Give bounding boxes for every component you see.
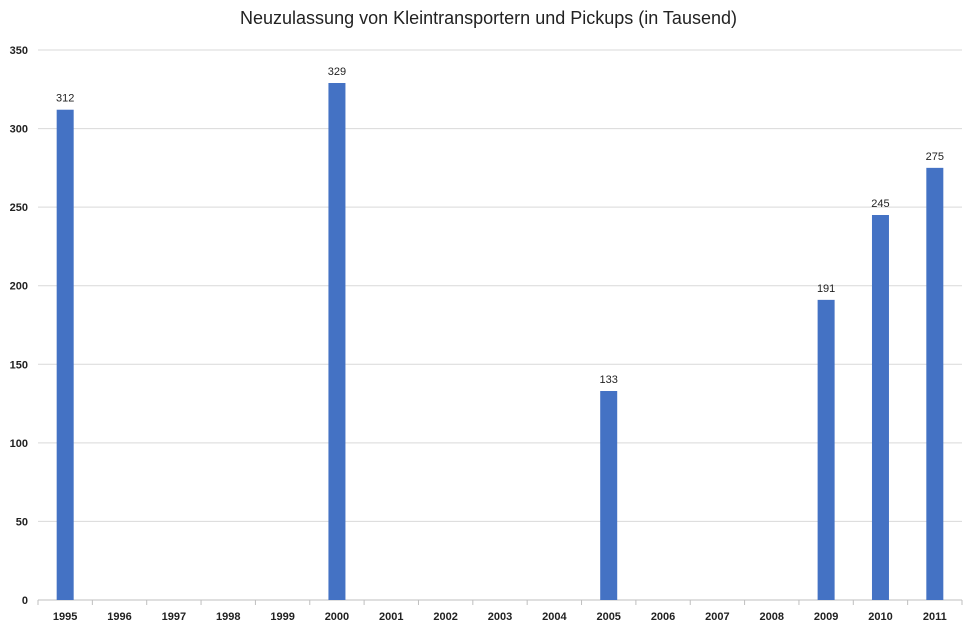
x-tick-label: 2001: [379, 611, 403, 623]
x-tick-label: 2003: [488, 611, 512, 623]
x-tick-label: 2009: [814, 611, 838, 623]
x-tick-label: 2008: [760, 611, 784, 623]
y-tick-label: 350: [10, 45, 28, 57]
x-tick-label: 2005: [596, 611, 620, 623]
x-tick-label: 2010: [868, 611, 892, 623]
x-tick-label: 2002: [433, 611, 457, 623]
data-label: 191: [817, 283, 835, 295]
chart-title: Neuzulassung von Kleintransportern und P…: [240, 8, 737, 28]
x-tick-label: 2000: [325, 611, 349, 623]
bar: [56, 109, 74, 600]
x-tick-label: 1999: [270, 611, 294, 623]
data-label: 275: [926, 151, 944, 163]
bar: [600, 391, 618, 600]
y-tick-label: 200: [10, 281, 28, 293]
bar: [926, 167, 944, 600]
x-tick-label: 2004: [542, 611, 567, 623]
x-tick-label: 1996: [107, 611, 131, 623]
x-tick-label: 2007: [705, 611, 729, 623]
x-tick-label: 2006: [651, 611, 675, 623]
y-tick-label: 50: [16, 516, 28, 528]
data-label: 329: [328, 66, 346, 78]
x-tick-label: 1998: [216, 611, 240, 623]
y-tick-label: 300: [10, 124, 28, 136]
y-tick-label: 0: [22, 595, 28, 607]
x-tick-label: 1995: [53, 611, 77, 623]
y-tick-label: 100: [10, 438, 28, 450]
bar: [817, 299, 835, 600]
x-tick-label: 2011: [923, 611, 947, 623]
data-label: 133: [600, 374, 618, 386]
y-tick-label: 250: [10, 202, 28, 214]
data-label: 312: [56, 93, 74, 105]
x-tick-label: 1997: [162, 611, 186, 623]
data-label: 245: [871, 198, 889, 210]
bar: [328, 83, 346, 600]
y-tick-label: 150: [10, 359, 28, 371]
bar: [871, 215, 889, 600]
